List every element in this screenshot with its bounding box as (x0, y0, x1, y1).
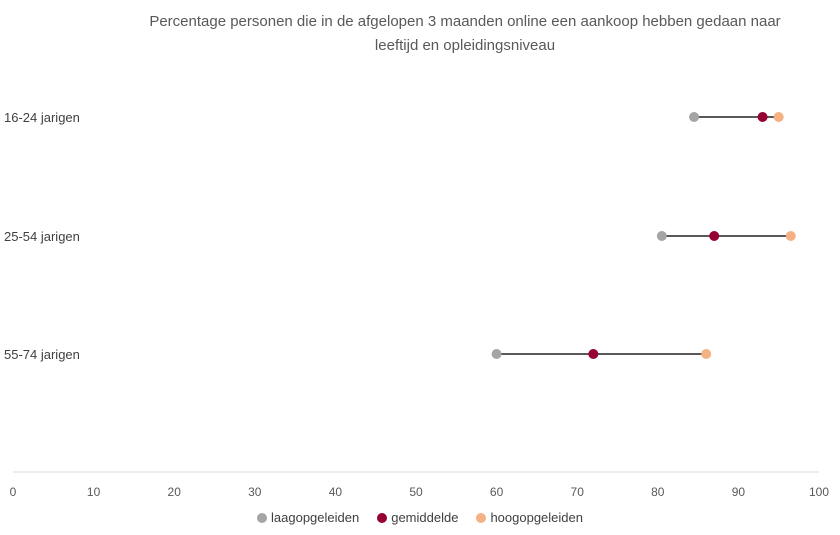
category-label: 55-74 jarigen (4, 347, 80, 362)
legend-label-laagopgeleiden: laagopgeleiden (271, 510, 360, 525)
chart-title-line-1: Percentage personen die in de afgelopen … (149, 13, 781, 30)
legend-label-hoogopgeleiden: hoogopgeleiden (490, 510, 583, 525)
x-tick-label: 60 (490, 485, 504, 499)
x-tick-label: 70 (571, 485, 585, 499)
legend-item-laagopgeleiden: laagopgeleiden (257, 510, 359, 525)
legend-item-gemiddelde: gemiddelde (377, 510, 458, 525)
legend-swatch-laagopgeleiden (257, 512, 268, 523)
data-point-hoogopgeleiden (785, 231, 796, 241)
legend-swatch-hoogopgeleiden (476, 512, 487, 523)
data-point-hoogopgeleiden (773, 112, 784, 122)
x-tick-label: 10 (87, 485, 101, 499)
data-point-hoogopgeleiden (701, 349, 712, 359)
data-point-gemiddelde (588, 349, 599, 359)
x-tick-label: 100 (809, 485, 829, 499)
x-tick-label: 20 (168, 485, 182, 499)
data-point-laagopgeleiden (656, 231, 667, 241)
category-label: 25-54 jarigen (4, 229, 80, 244)
legend-item-hoogopgeleiden: hoogopgeleiden (476, 510, 583, 525)
data-point-laagopgeleiden (689, 112, 700, 122)
legend-label-gemiddelde: gemiddelde (391, 510, 459, 525)
x-tick-label: 80 (651, 485, 665, 499)
x-tick-label: 0 (10, 485, 17, 499)
data-point-laagopgeleiden (491, 349, 502, 359)
chart-title-line-2: leeftijd en opleidingsniveau (374, 37, 556, 54)
x-tick-label: 40 (329, 485, 343, 499)
x-tick-label: 30 (248, 485, 262, 499)
legend: laagopgeleiden gemiddelde hoogopgeleiden (0, 510, 840, 525)
data-point-gemiddelde (757, 112, 768, 122)
category-label: 16-24 jarigen (4, 110, 80, 125)
data-point-gemiddelde (709, 231, 720, 241)
legend-swatch-gemiddelde (377, 512, 388, 523)
x-tick-label: 90 (732, 485, 746, 499)
x-tick-label: 50 (409, 485, 423, 499)
